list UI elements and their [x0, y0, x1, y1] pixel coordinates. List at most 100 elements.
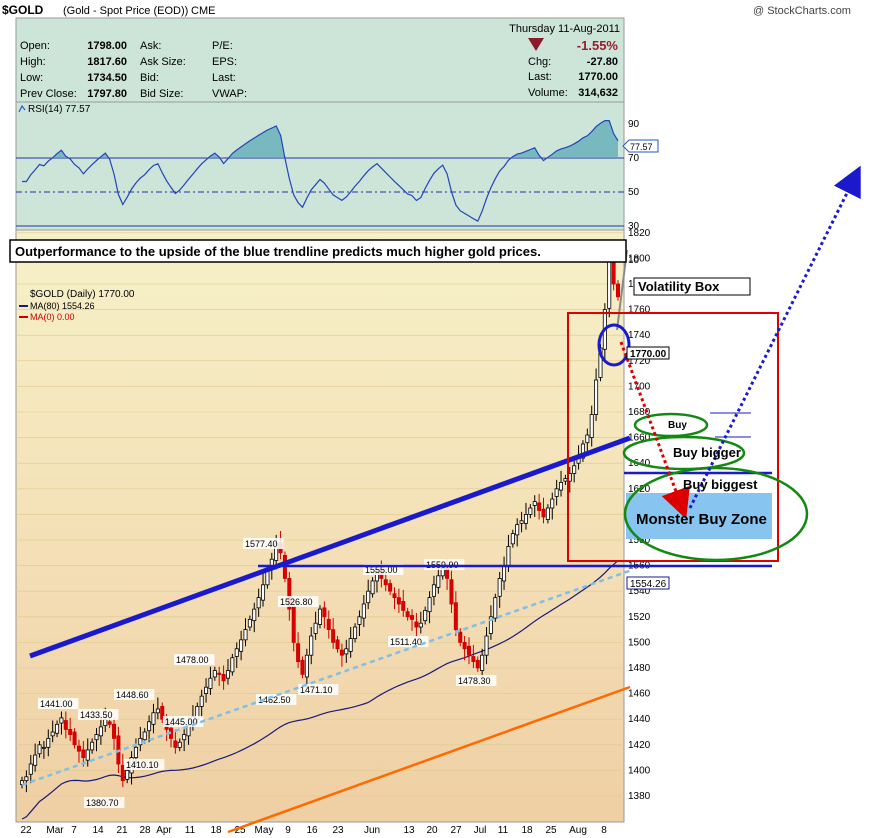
candle [515, 518, 520, 547]
rsi-tag [622, 139, 659, 153]
candle [370, 577, 375, 598]
x-tick-label: Aug [569, 825, 587, 836]
candle [33, 743, 38, 772]
candle [410, 609, 415, 631]
price-label: 1445.00 [165, 717, 198, 727]
x-tick-label: 27 [450, 825, 462, 836]
candle [335, 636, 340, 653]
volatility-box [567, 312, 779, 562]
candle [414, 612, 419, 636]
header-panel [15, 17, 625, 103]
headline-box [9, 239, 627, 263]
quote-mid-label: Ask: [140, 40, 161, 52]
candle [418, 611, 423, 634]
x-tick-label: 11 [185, 825, 196, 836]
candle [431, 575, 436, 606]
buy-biggest-ellipse [623, 466, 809, 562]
candle [580, 440, 585, 462]
candle [173, 729, 178, 754]
x-tick-label: 11 [498, 825, 509, 836]
chg-label: Chg: [528, 56, 551, 68]
candle [326, 610, 331, 639]
candle [322, 601, 327, 629]
x-tick-label: Mar [46, 825, 64, 836]
candle [545, 504, 550, 524]
candle [331, 618, 336, 649]
price-label: 1448.60 [116, 690, 149, 700]
price-tick-label: 1580 [628, 535, 651, 546]
headline-pointer [616, 249, 628, 331]
quote-label: Prev Close: [20, 88, 77, 100]
candle [458, 628, 463, 647]
price-tick-label: 1480 [628, 663, 651, 674]
quote-mid-label: Ask Size: [140, 56, 186, 68]
rsi-tick-label: 70 [628, 153, 640, 164]
x-tick-label: 21 [116, 825, 128, 836]
candle [401, 589, 406, 617]
quote-right-label: EPS: [212, 56, 237, 68]
price-legend-ma0: MA(0) 0.00 [30, 312, 75, 322]
price-tick-label: 1720 [628, 356, 651, 367]
quote-mid-label: Bid Size: [140, 88, 183, 100]
candle [24, 770, 29, 793]
candle [616, 280, 621, 301]
price-tick-label: 1660 [628, 433, 651, 444]
x-tick-label: 18 [210, 825, 222, 836]
quote-value: 1797.80 [87, 88, 127, 100]
candle [528, 504, 533, 519]
candle [59, 711, 64, 735]
price-tick-label: 1820 [628, 228, 651, 239]
price-label-bg [124, 759, 165, 770]
price-tick-label: 1380 [628, 791, 651, 802]
description: (Gold - Spot Price (EOD)) [63, 5, 188, 17]
price-label-bg [256, 694, 297, 705]
candle [68, 717, 73, 741]
quote-value: 1817.60 [87, 56, 127, 68]
price-tick-label: 1800 [628, 253, 651, 264]
candle [484, 627, 489, 665]
x-tick-label: 28 [139, 825, 151, 836]
buy-label: Buy [668, 420, 687, 431]
price-label: 1511.40 [390, 637, 422, 647]
quote-right-label: VWAP: [212, 88, 247, 100]
rsi-icon [18, 104, 26, 113]
buy-bigger-label: Buy bigger [673, 445, 741, 460]
x-tick-label: 16 [306, 825, 318, 836]
candle [55, 720, 60, 738]
x-tick-label: 14 [92, 825, 104, 836]
candle [296, 632, 301, 668]
last-price-tag-text: 1770.00 [630, 349, 667, 360]
symbol: $GOLD [2, 3, 44, 17]
candle [239, 630, 244, 661]
rsi-tick-label: 30 [628, 221, 640, 232]
quote-label: High: [20, 56, 46, 68]
candle [155, 697, 160, 720]
candle [466, 637, 471, 665]
price-tick-label: 1420 [628, 740, 651, 751]
x-tick-label: 23 [332, 825, 344, 836]
candle [230, 653, 235, 676]
brand-logo: @ StockCharts.com [753, 5, 851, 17]
ma-tag [626, 576, 670, 590]
candle [449, 570, 454, 613]
price-label: 1410.10 [126, 760, 159, 770]
x-tick-label: 13 [403, 825, 415, 836]
candle [427, 591, 432, 624]
last-label: Last: [528, 71, 552, 83]
last-value: 1770.00 [578, 71, 618, 83]
candle [510, 529, 515, 548]
candle [204, 678, 209, 703]
candle [160, 702, 165, 724]
candle [344, 639, 349, 663]
candle [497, 572, 502, 608]
blue-up-arrow [688, 165, 861, 509]
candle [594, 368, 599, 421]
candle [366, 579, 371, 610]
price-label: 1380.70 [86, 798, 119, 808]
candle [475, 656, 480, 672]
candle [72, 728, 77, 749]
candle [199, 689, 204, 718]
last-price-circle [597, 323, 631, 367]
